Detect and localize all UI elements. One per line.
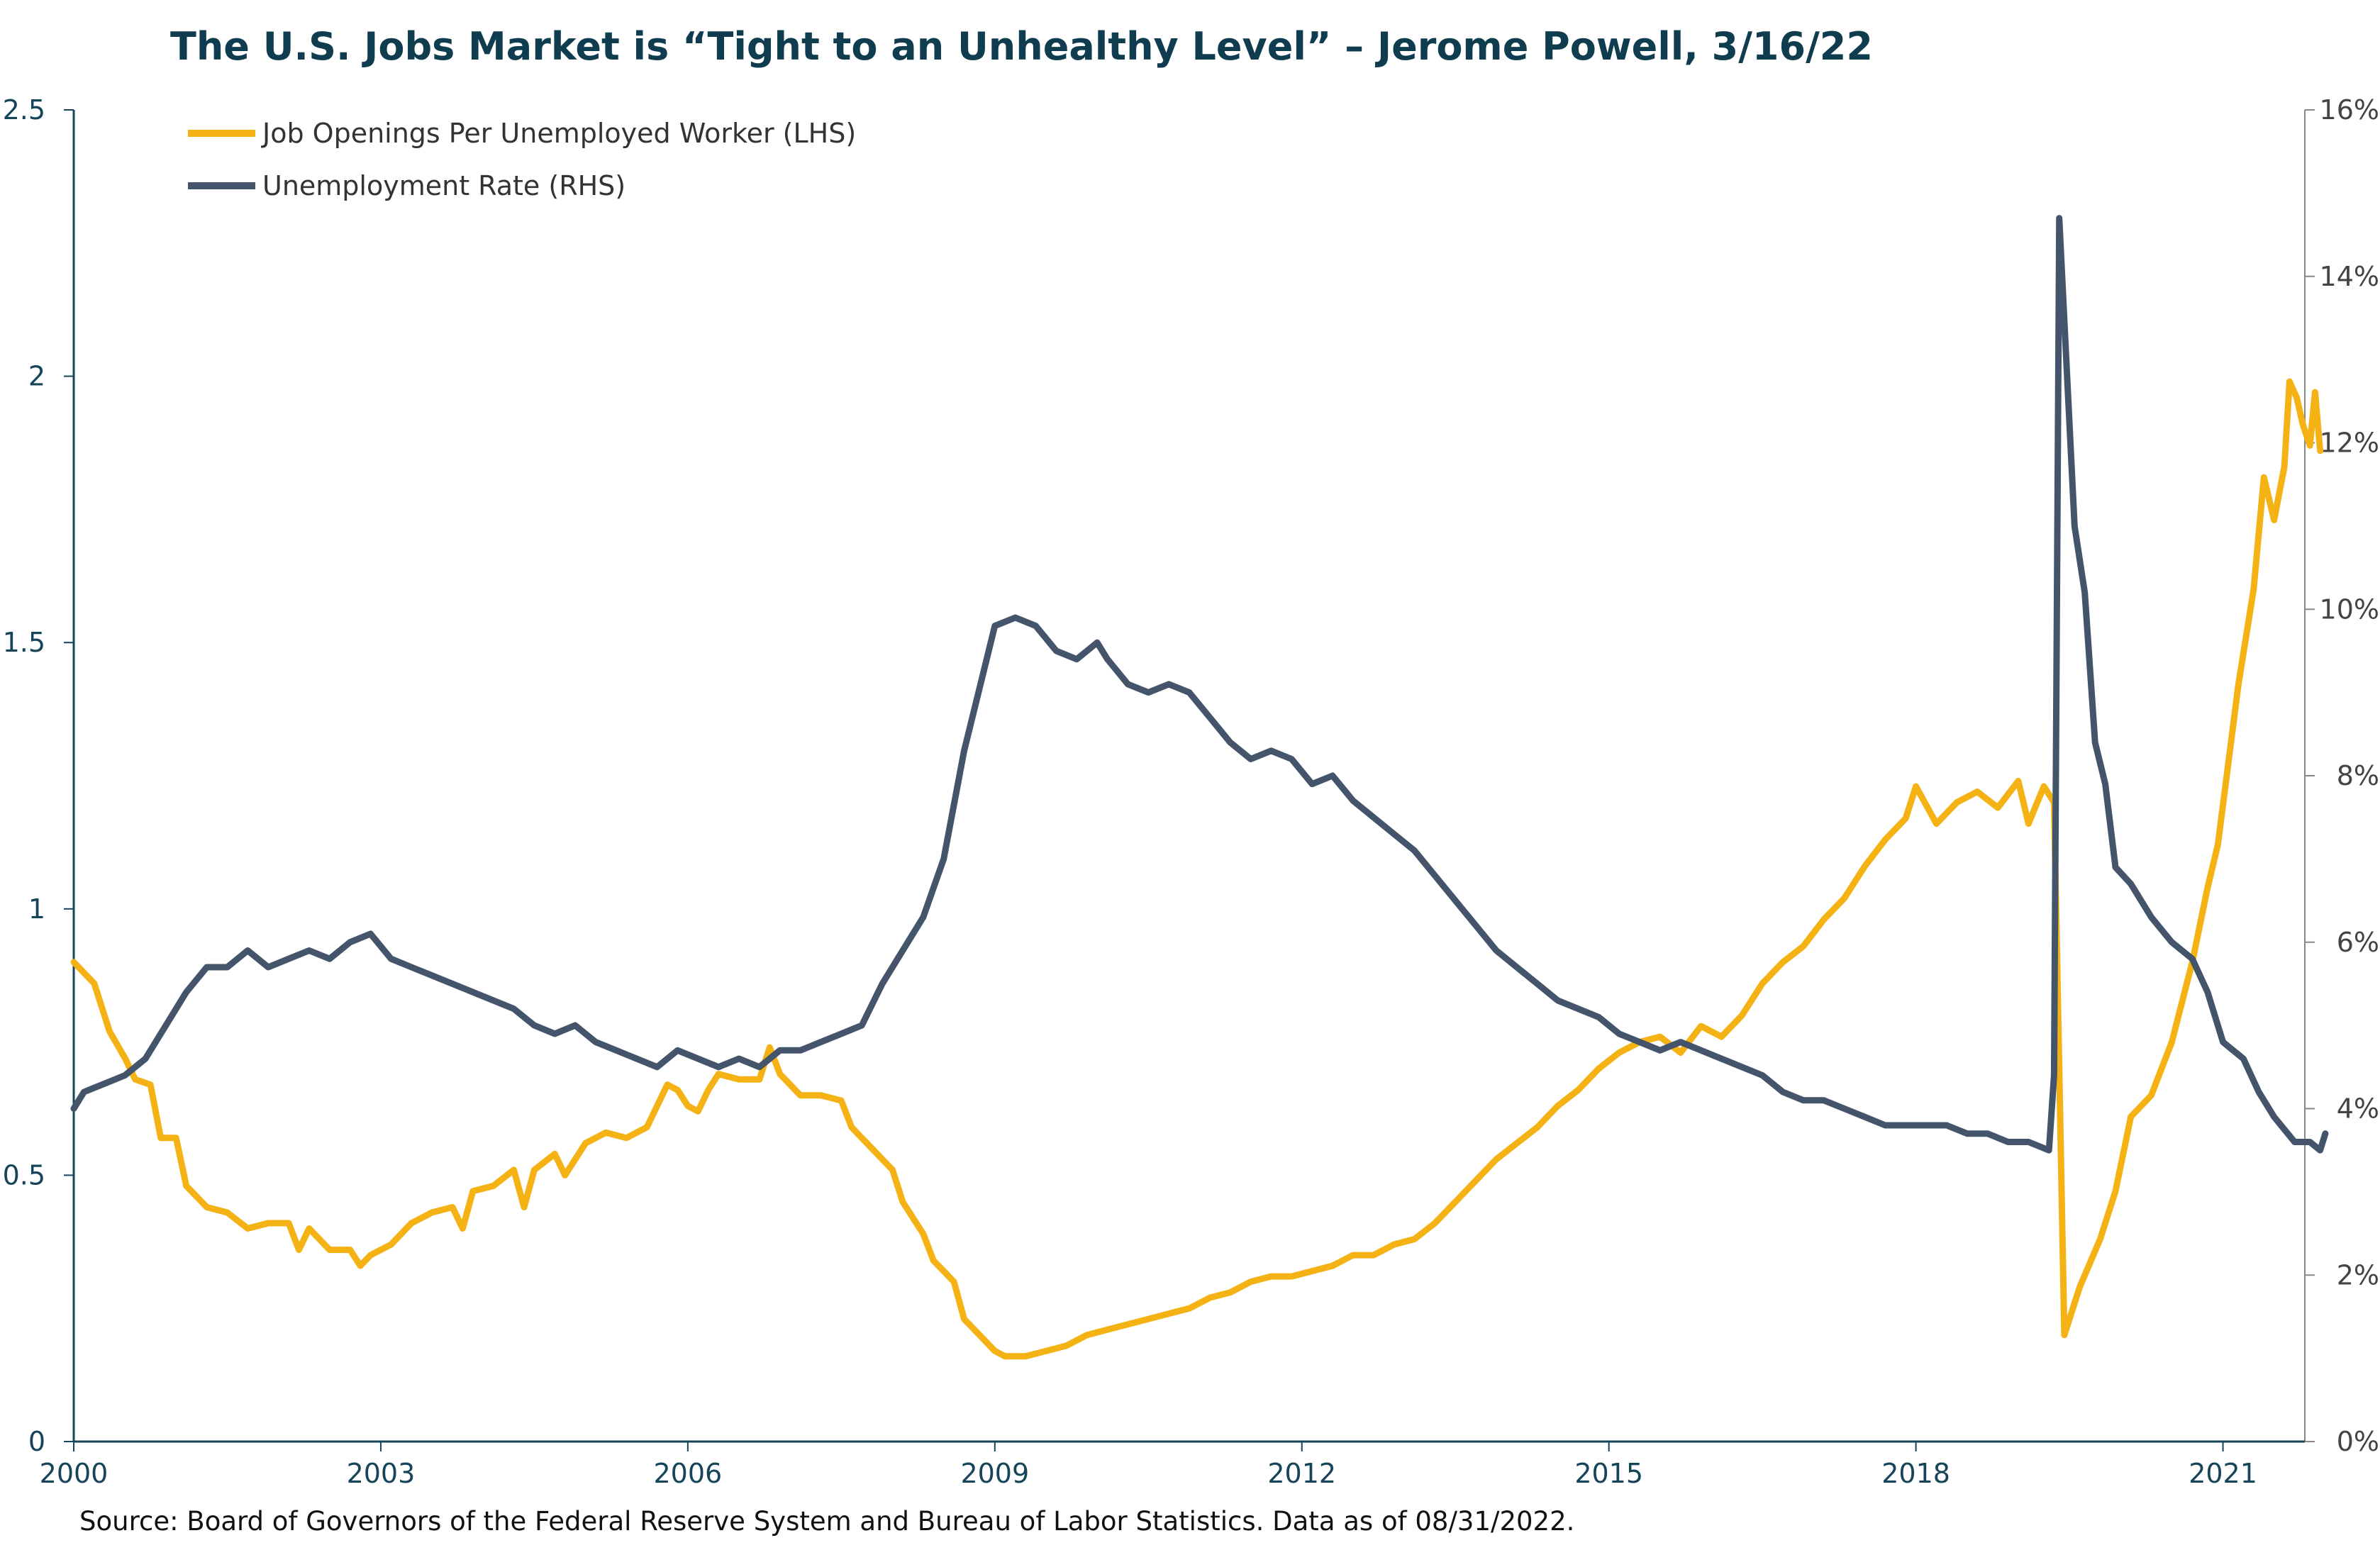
right-y-tick-label: 16% [2320,94,2379,126]
x-tick-label: 2006 [654,1458,723,1489]
right-y-tick-label: 2% [2337,1259,2379,1291]
right-y-axis-ticks: 0% 2% 4% 6% 8% 10% 12% 14% 16% [2305,94,2379,1457]
x-tick-label: 2009 [960,1458,1029,1489]
right-y-tick-label: 10% [2320,593,2379,625]
x-tick-label: 2012 [1267,1458,1336,1489]
x-tick-label: 2000 [40,1458,109,1489]
unemployment-rate-line [70,215,2329,1154]
legend-label: Unemployment Rate (RHS) [262,170,625,201]
right-y-tick-label: 6% [2337,927,2379,958]
left-y-tick-label: 0 [28,1426,45,1457]
left-y-axis-ticks: 0 0.5 1 1.5 2 2.5 [3,94,74,1457]
chart-legend: Job Openings Per Unemployed Worker (LHS)… [188,118,856,201]
series-lines [70,215,2329,1360]
left-y-tick-label: 2 [28,361,45,392]
x-tick-label: 2003 [347,1458,416,1489]
x-tick-label: 2021 [2189,1458,2257,1489]
chart-title: The U.S. Jobs Market is “Tight to an Unh… [170,24,1873,69]
dual-axis-line-chart: 2000 2003 2006 2009 2012 2015 2018 2021 0 0.5 1 1.… [3,94,2379,1489]
right-y-tick-label: 4% [2337,1093,2379,1125]
left-y-tick-label: 1 [28,893,45,925]
source-note: Source: Board of Governors of the Federa… [79,1506,1575,1537]
chart-axes [72,110,2306,1443]
right-y-tick-label: 0% [2337,1426,2379,1457]
left-y-tick-label: 0.5 [3,1159,45,1191]
right-y-tick-label: 12% [2320,428,2379,459]
left-y-tick-label: 1.5 [3,627,45,658]
right-y-tick-label: 8% [2337,760,2379,791]
right-y-tick-label: 14% [2320,261,2379,292]
x-axis-ticks: 2000 2003 2006 2009 2012 2015 2018 2021 [40,1442,2257,1489]
x-tick-label: 2015 [1574,1458,1643,1489]
x-tick-label: 2018 [1881,1458,1950,1489]
legend-label: Job Openings Per Unemployed Worker (LHS) [261,118,856,149]
job-openings-ratio-line [70,378,2324,1360]
left-y-tick-label: 2.5 [3,94,45,126]
